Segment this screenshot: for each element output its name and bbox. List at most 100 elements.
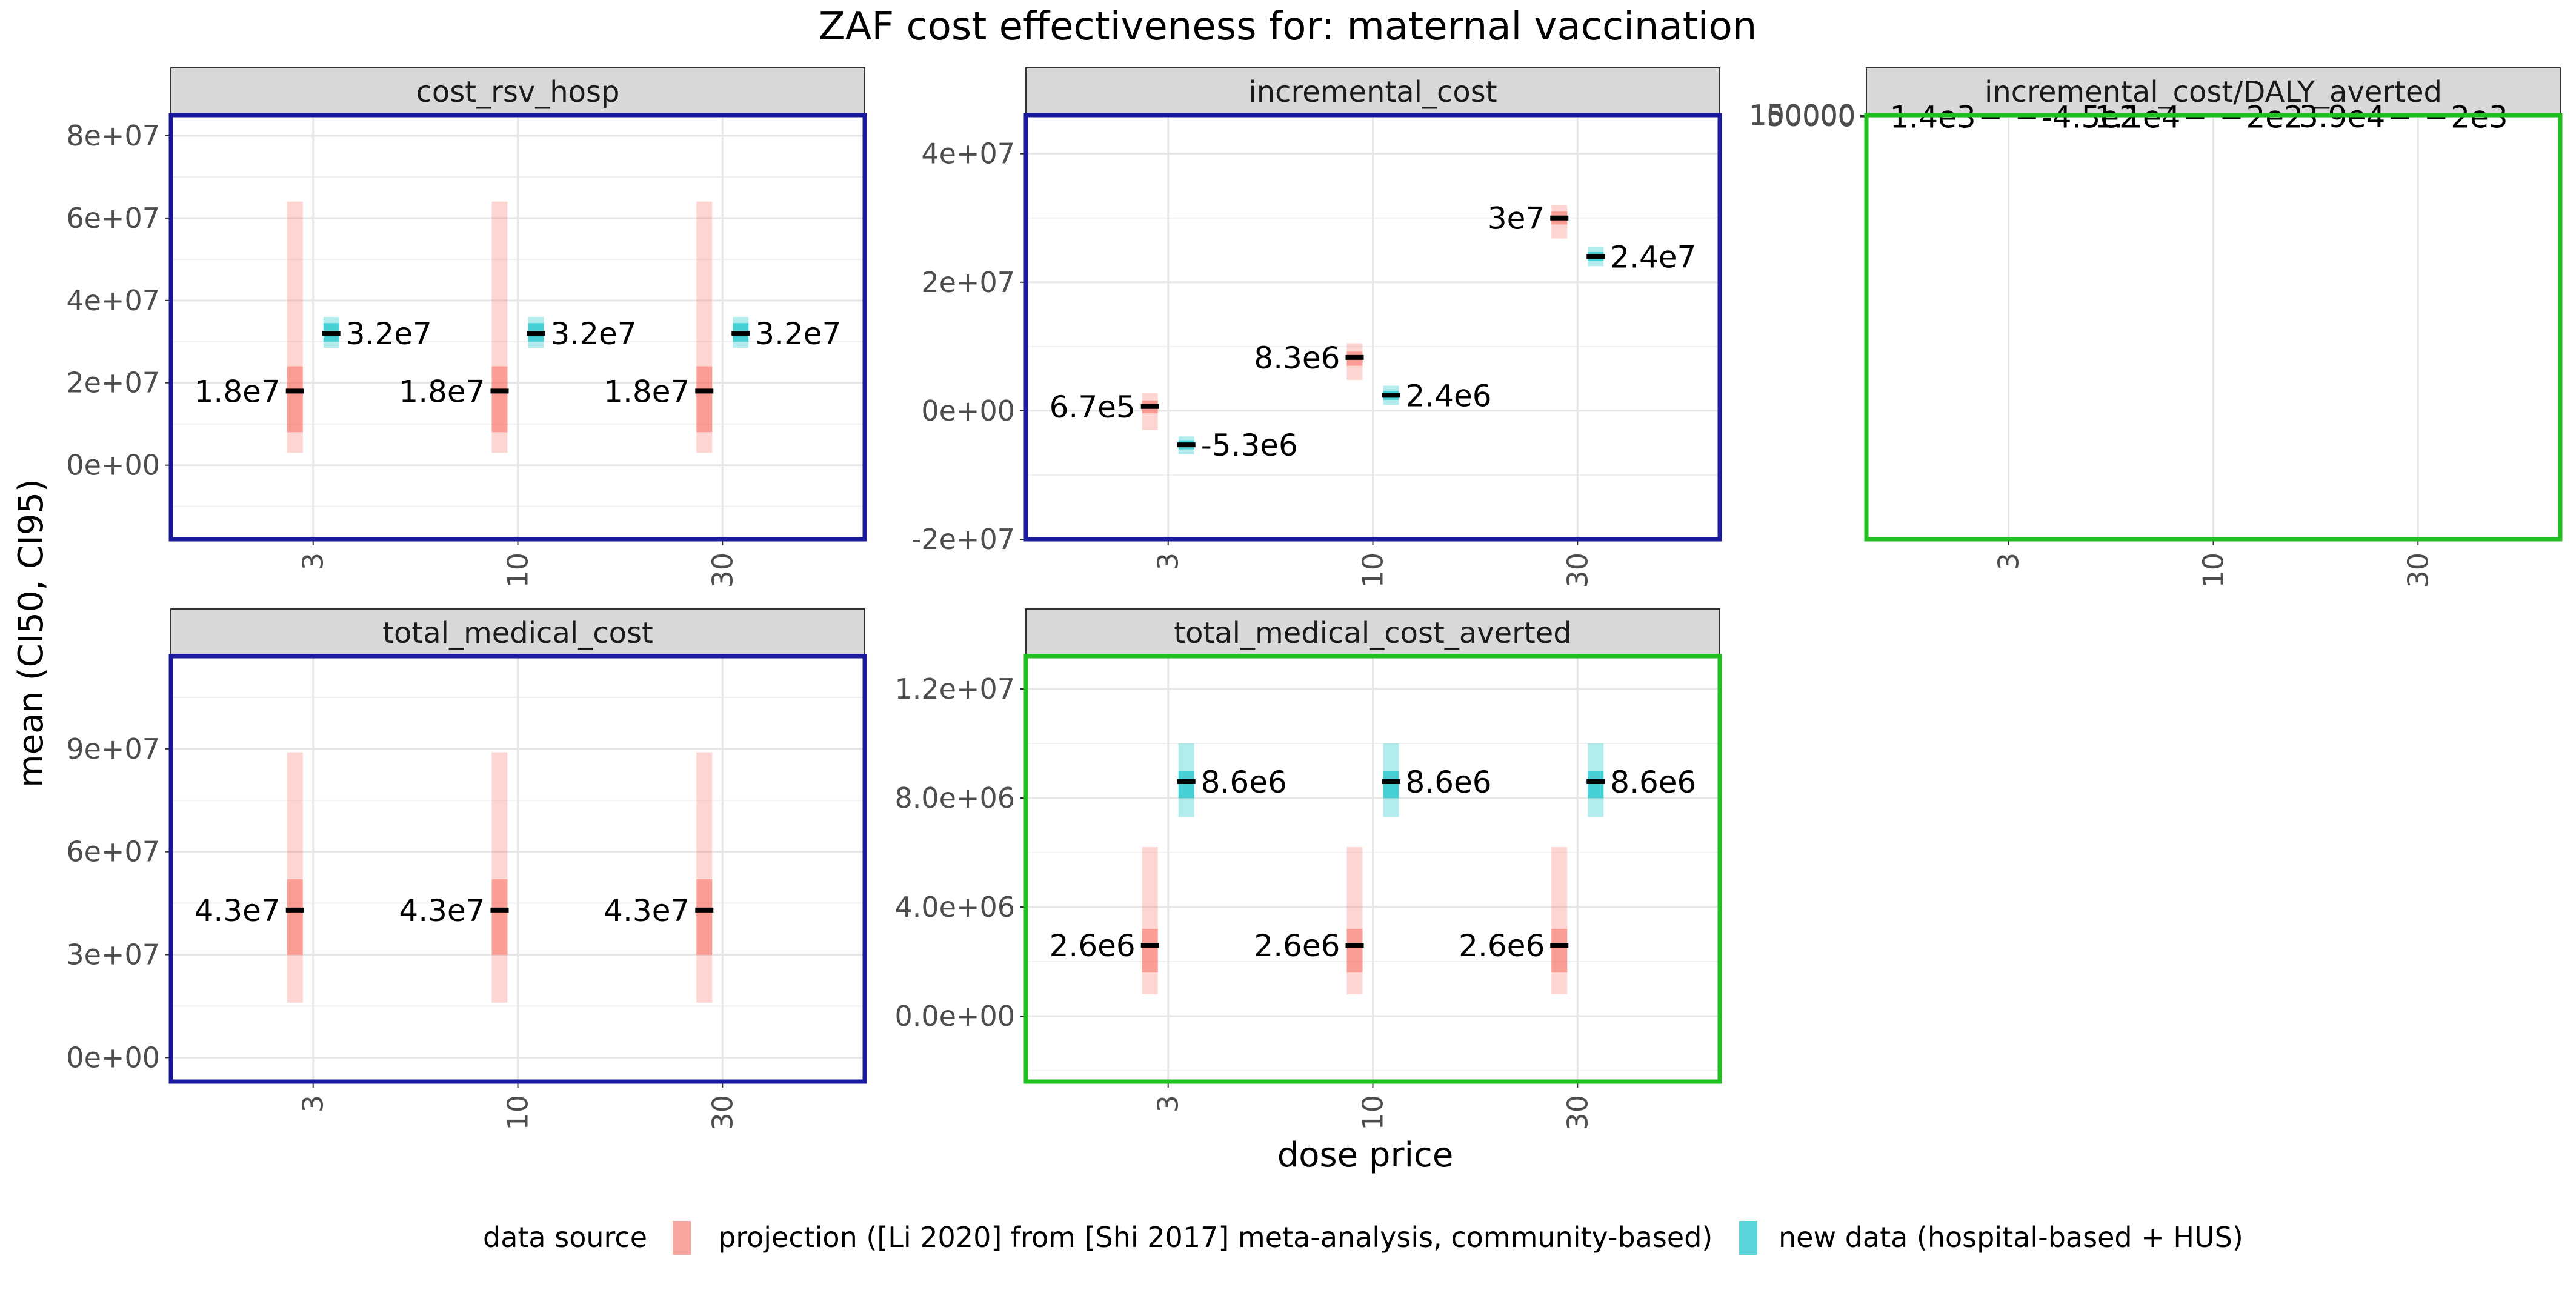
x-tick-label: 30 xyxy=(1561,553,1594,588)
panel-strip-label: total_medical_cost xyxy=(382,616,653,650)
data-label: -5.3e6 xyxy=(1201,428,1298,463)
panel-strip xyxy=(1025,67,1720,116)
series-new-data: 8.6e6 8.6e6 8.6e6 xyxy=(1177,743,1696,817)
data-label: 3.2e7 xyxy=(755,316,841,351)
data-label: 4.3e7 xyxy=(195,893,281,928)
data-label: 1.8e7 xyxy=(399,374,485,409)
data-label: 8.3e6 xyxy=(1254,341,1340,376)
panel-border xyxy=(168,113,867,542)
series-projection: 4.3e7 4.3e7 4.3e7 xyxy=(195,752,714,1003)
legend-key-projection xyxy=(673,1221,691,1255)
panel-strip-label: cost_rsv_hosp xyxy=(416,75,620,109)
x-tick-label: 3 xyxy=(1152,553,1185,570)
x-tick-label: 30 xyxy=(706,553,739,588)
data-label: 2e3 xyxy=(2451,100,2508,135)
ci50-bar xyxy=(1551,929,1568,972)
y-tick-label: 0e+00 xyxy=(921,394,1015,427)
x-tick-label: 10 xyxy=(1357,553,1390,588)
y-tick-label: 150000 xyxy=(1749,99,1855,131)
x-tick-label: 30 xyxy=(1561,1095,1594,1131)
data-label: 3e7 xyxy=(1488,201,1545,236)
y-tick-label: 4e+07 xyxy=(66,284,160,317)
data-label: 2.6e6 xyxy=(1459,928,1545,963)
panel-total-medical-cost: total_medical_cost 0e+00 3e+07 6e+07 9e+07 3 1… xyxy=(66,608,867,1131)
ci50-bar xyxy=(491,879,508,955)
data-label: 8.6e6 xyxy=(1201,765,1287,800)
panel-strip xyxy=(1025,608,1720,657)
data-label: 4.3e7 xyxy=(399,893,485,928)
x-tick-label: 10 xyxy=(502,553,534,588)
data-label: 1.4e3 xyxy=(1890,100,1976,135)
panel-strip-label: total_medical_cost_averted xyxy=(1174,616,1571,650)
data-label: 1.8e7 xyxy=(195,374,281,409)
legend-key-new-data xyxy=(1739,1221,1757,1255)
y-tick-label: 0 xyxy=(1838,101,1855,133)
x-tick-label: 10 xyxy=(1357,1095,1390,1131)
data-label: 2.4e7 xyxy=(1610,239,1696,274)
data-label: 6.7e5 xyxy=(1050,390,1136,425)
y-tick-label: 2e+07 xyxy=(921,266,1015,299)
legend-title: data source xyxy=(483,1221,647,1254)
series-projection: 2.6e6 2.6e6 2.6e6 xyxy=(1050,847,1569,994)
y-tick-label: 50000 xyxy=(1767,100,1855,133)
panel-border xyxy=(1023,654,1722,1084)
x-tick-label: 3 xyxy=(1992,553,2025,570)
ci50-bar xyxy=(696,366,713,433)
series-projection: 1.8e7 1.8e7 1.8e7 xyxy=(195,201,714,453)
x-tick-label: 30 xyxy=(2401,553,2434,588)
x-tick-label: 3 xyxy=(297,1095,330,1112)
ci95-bar xyxy=(287,752,303,1003)
data-label: 2.6e6 xyxy=(1050,928,1136,963)
ci50-bar xyxy=(1178,771,1194,798)
panel-strip xyxy=(170,67,865,116)
data-label: 4.3e7 xyxy=(604,893,690,928)
y-tick-label: 4e+07 xyxy=(921,138,1015,170)
y-tick-label: 0e+00 xyxy=(66,449,160,482)
panel-strip-label: incremental_cost xyxy=(1248,75,1497,109)
y-tick-label: 0e+00 xyxy=(66,1041,160,1074)
data-label: 3.2e7 xyxy=(551,316,637,351)
panel-cost-rsv-hosp: cost_rsv_hosp 0e+00 2e+07 4e+07 6e+07 8e+07 3 1… xyxy=(66,67,867,588)
panel-strip xyxy=(1866,67,2561,116)
data-label: 2e2 xyxy=(2246,100,2303,135)
ci50-bar xyxy=(287,366,303,433)
y-axis-label: mean (CI50, CI95) xyxy=(12,479,51,788)
ci95-bar xyxy=(696,752,713,1003)
data-label: 2.6e6 xyxy=(1254,928,1340,963)
panel-incremental-cost-daly-averted: incremental_cost/DALY_averted 05000010000… xyxy=(1749,67,2563,588)
x-tick-label: 10 xyxy=(2197,553,2230,588)
legend: data source projection ([Li 2020] from [… xyxy=(483,1221,2243,1255)
x-tick-label: 3 xyxy=(1152,1095,1185,1112)
panel-border xyxy=(1864,113,2563,542)
y-tick-label: 3e+07 xyxy=(66,939,160,971)
y-tick-label: -2e+07 xyxy=(911,523,1015,556)
y-tick-label: 100000 xyxy=(1749,99,1855,132)
x-tick-label: 10 xyxy=(502,1095,534,1131)
legend-label-projection: projection ([Li 2020] from [Shi 2017] me… xyxy=(718,1221,1712,1254)
panel-strip-label: incremental_cost/DALY_averted xyxy=(1985,75,2442,109)
x-tick-label: 30 xyxy=(706,1095,739,1131)
data-label: 3.2e7 xyxy=(346,316,432,351)
ci50-bar xyxy=(1346,929,1363,972)
series-new-data: 3.2e7 3.2e7 3.2e7 xyxy=(322,316,841,351)
y-tick-label: 0.0e+00 xyxy=(894,1000,1015,1032)
y-tick-label: 1.2e+07 xyxy=(894,673,1015,705)
ci50-bar xyxy=(696,879,713,955)
panel-total-medical-cost-averted: total_medical_cost_averted 0.0e+00 4.0e+06… xyxy=(894,608,1722,1131)
y-tick-label: 8.0e+06 xyxy=(894,782,1015,814)
ci50-bar xyxy=(1383,771,1399,798)
ci50-bar xyxy=(287,879,303,955)
panel-strip xyxy=(170,608,865,657)
panel-incremental-cost: incremental_cost -2e+07 0e+00 2e+07 4e+07 3 10… xyxy=(911,67,1722,588)
chart-title: ZAF cost effectiveness for: maternal vac… xyxy=(819,4,1757,49)
x-axis-label: dose price xyxy=(1277,1135,1454,1175)
series-projection: 6.7e5 8.3e6 3e7 xyxy=(1050,201,1569,430)
ci50-bar xyxy=(491,366,508,433)
data-label: -4.5e2 xyxy=(2042,100,2138,135)
panel-border xyxy=(168,654,867,1084)
series-new-data: -5.3e6 2.4e6 2.4e7 xyxy=(1177,239,1696,463)
legend-label-new-data: new data (hospital-based + HUS) xyxy=(1779,1221,2243,1254)
data-label: 8.6e6 xyxy=(1610,765,1696,800)
